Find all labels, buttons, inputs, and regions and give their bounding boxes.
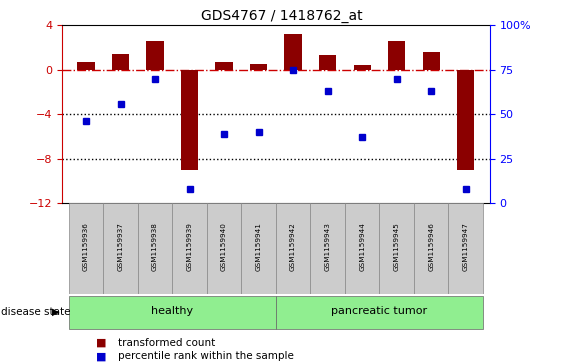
Bar	[216, 62, 233, 70]
Text: GSM1159945: GSM1159945	[394, 223, 400, 271]
Bar	[112, 54, 129, 70]
Text: GSM1159938: GSM1159938	[152, 223, 158, 271]
Text: percentile rank within the sample: percentile rank within the sample	[118, 351, 294, 362]
Text: GSM1159939: GSM1159939	[186, 223, 193, 271]
Text: ■: ■	[96, 338, 106, 348]
Text: pancreatic tumor: pancreatic tumor	[332, 306, 427, 317]
Text: healthy: healthy	[151, 306, 194, 317]
Text: GSM1159943: GSM1159943	[325, 223, 330, 271]
Bar	[354, 65, 371, 70]
Text: GSM1159946: GSM1159946	[428, 223, 434, 271]
Text: GSM1159947: GSM1159947	[463, 223, 468, 271]
Text: GSM1159941: GSM1159941	[256, 223, 262, 271]
Bar	[78, 62, 95, 70]
Bar	[69, 203, 104, 294]
Bar	[422, 52, 440, 70]
Bar	[319, 56, 336, 70]
Text: disease state: disease state	[1, 307, 70, 317]
Bar	[138, 203, 172, 294]
Bar	[181, 70, 198, 170]
Text: GSM1159937: GSM1159937	[118, 223, 124, 271]
Text: GSM1159944: GSM1159944	[359, 223, 365, 271]
Text: GSM1159936: GSM1159936	[83, 223, 89, 271]
Text: ▶: ▶	[52, 307, 59, 317]
Bar	[276, 203, 310, 294]
Bar	[414, 203, 448, 294]
Bar	[388, 41, 405, 70]
Bar	[276, 296, 483, 329]
Bar	[172, 203, 207, 294]
Text: GSM1159940: GSM1159940	[221, 223, 227, 271]
Bar	[310, 203, 345, 294]
Bar	[242, 203, 276, 294]
Bar	[379, 203, 414, 294]
Bar	[250, 64, 267, 70]
Text: ■: ■	[96, 351, 106, 362]
Bar	[69, 296, 276, 329]
Text: GDS4767 / 1418762_at: GDS4767 / 1418762_at	[200, 9, 363, 23]
Bar	[207, 203, 242, 294]
Bar	[457, 70, 474, 170]
Text: GSM1159942: GSM1159942	[290, 223, 296, 271]
Bar	[448, 203, 483, 294]
Text: transformed count: transformed count	[118, 338, 216, 348]
Bar	[104, 203, 138, 294]
Bar	[146, 41, 164, 70]
Bar	[284, 34, 302, 70]
Bar	[345, 203, 379, 294]
